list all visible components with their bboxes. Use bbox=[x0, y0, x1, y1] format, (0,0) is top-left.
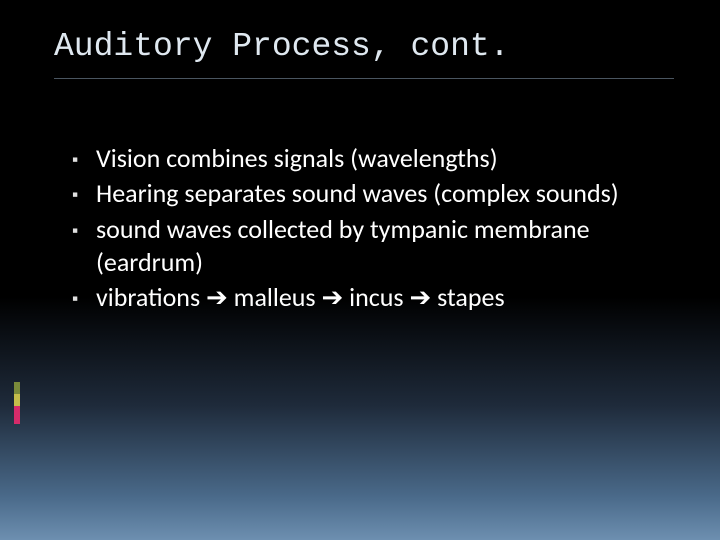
title-underline bbox=[54, 78, 674, 79]
list-item: ▪ Hearing separates sound waves (complex… bbox=[72, 177, 660, 210]
accent-bar bbox=[14, 406, 20, 424]
bullet-icon: ▪ bbox=[72, 177, 96, 206]
bullet-icon: ▪ bbox=[72, 281, 96, 310]
slide: Auditory Process, cont. ▪ Vision combine… bbox=[0, 0, 720, 540]
list-item: ▪ sound waves collected by tympanic memb… bbox=[72, 213, 660, 280]
bullet-text: Vision combines signals (wavelengths) bbox=[96, 142, 660, 175]
accent-bar bbox=[14, 394, 20, 406]
slide-title: Auditory Process, cont. bbox=[54, 28, 509, 65]
bullet-text: vibrations ➔ malleus ➔ incus ➔ stapes bbox=[96, 281, 660, 314]
list-item: ▪ Vision combines signals (wavelengths) bbox=[72, 142, 660, 175]
bullet-text: Hearing separates sound waves (complex s… bbox=[96, 177, 660, 210]
accent-bars bbox=[14, 382, 20, 424]
bullet-text: sound waves collected by tympanic membra… bbox=[96, 213, 660, 280]
accent-bar bbox=[14, 382, 20, 394]
bullet-icon: ▪ bbox=[72, 213, 96, 242]
bullet-list: ▪ Vision combines signals (wavelengths) … bbox=[72, 142, 660, 316]
bullet-icon: ▪ bbox=[72, 142, 96, 171]
list-item: ▪ vibrations ➔ malleus ➔ incus ➔ stapes bbox=[72, 281, 660, 314]
